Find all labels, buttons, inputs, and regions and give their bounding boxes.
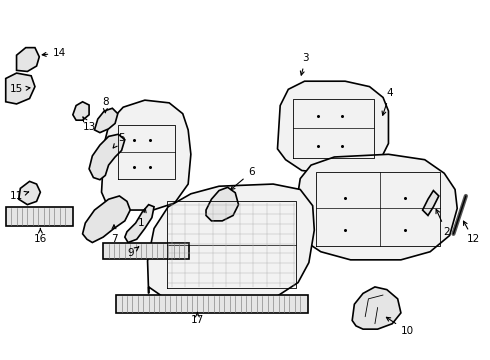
Text: 3: 3 (300, 54, 309, 75)
Text: 8: 8 (102, 97, 109, 113)
Text: 5: 5 (113, 133, 125, 148)
Polygon shape (73, 102, 89, 120)
Polygon shape (125, 204, 154, 243)
Text: 17: 17 (191, 312, 204, 325)
Text: 14: 14 (42, 48, 67, 58)
Polygon shape (83, 196, 130, 243)
Bar (6, 207, 73, 226)
Bar (103, 243, 189, 259)
Text: 11: 11 (10, 191, 29, 201)
Polygon shape (147, 184, 314, 302)
Polygon shape (101, 100, 191, 210)
Text: 4: 4 (382, 88, 393, 115)
Polygon shape (277, 81, 389, 173)
Text: 7: 7 (111, 225, 117, 244)
Text: 2: 2 (436, 210, 450, 237)
Text: 9: 9 (127, 247, 139, 258)
Polygon shape (89, 134, 125, 180)
Polygon shape (206, 187, 239, 221)
Text: 1: 1 (138, 208, 146, 228)
Text: 12: 12 (464, 221, 480, 244)
Polygon shape (352, 287, 401, 329)
Bar (116, 295, 308, 313)
Text: 16: 16 (34, 229, 47, 244)
Polygon shape (17, 48, 39, 71)
Polygon shape (422, 190, 439, 215)
Polygon shape (95, 108, 118, 132)
Text: 6: 6 (231, 167, 255, 190)
Text: 13: 13 (82, 117, 96, 132)
Polygon shape (6, 73, 35, 104)
Text: 15: 15 (10, 84, 30, 94)
Text: 10: 10 (387, 317, 414, 336)
Polygon shape (296, 154, 457, 260)
Polygon shape (19, 181, 40, 204)
